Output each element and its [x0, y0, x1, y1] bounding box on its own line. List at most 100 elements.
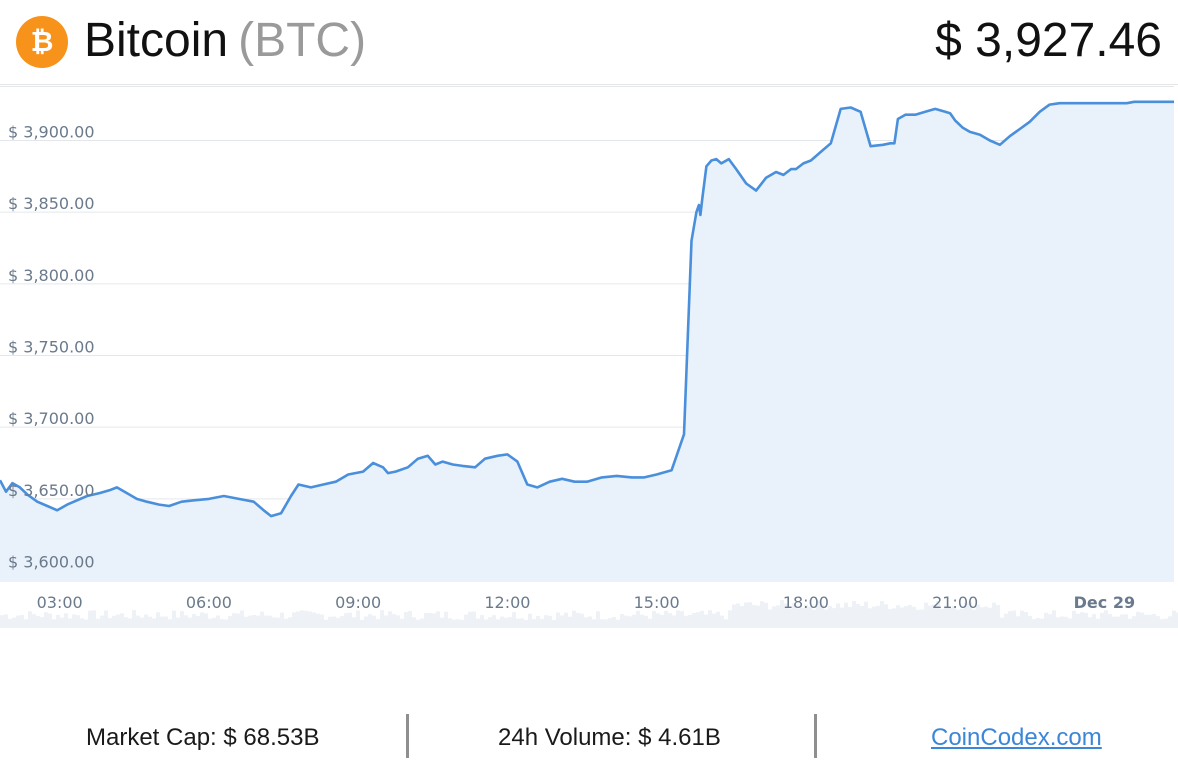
volume-bar — [292, 612, 296, 628]
volume-bar — [24, 619, 28, 628]
volume-bar — [580, 613, 584, 628]
volume-bar — [308, 611, 312, 628]
volume-bar — [88, 610, 92, 628]
volume-bar — [1152, 613, 1156, 628]
volume-bar — [596, 611, 600, 628]
volume-bar — [816, 600, 820, 628]
volume-bar — [52, 619, 56, 628]
volume-bar — [460, 619, 464, 628]
volume-bar — [360, 619, 364, 628]
volume-bar — [420, 618, 424, 628]
volume-bar — [604, 619, 608, 628]
volume-bar — [656, 613, 660, 628]
y-tick-label: $ 3,750.00 — [8, 338, 95, 357]
volume-bar — [828, 606, 832, 628]
volume-bar — [288, 617, 292, 628]
volume-bar — [20, 614, 24, 628]
volume-bar — [108, 618, 112, 628]
volume-bar — [904, 605, 908, 628]
volume-bar — [296, 611, 300, 628]
volume-bar — [1028, 615, 1032, 628]
volume-bar — [956, 609, 960, 628]
volume-bar — [244, 616, 248, 628]
volume-bar — [908, 604, 912, 628]
volume-bar — [616, 619, 620, 628]
volume-bar — [920, 609, 924, 628]
volume-bar — [100, 615, 104, 628]
volume-bar — [672, 615, 676, 628]
volume-bar — [1156, 616, 1160, 628]
volume-bar — [1120, 614, 1124, 628]
volume-bar — [1144, 614, 1148, 628]
volume-bar — [472, 611, 476, 628]
volume-bar — [240, 610, 244, 628]
volume-bar — [712, 613, 716, 628]
volume-bar — [724, 619, 728, 628]
volume-bar — [600, 619, 604, 628]
volume-bar — [1024, 611, 1028, 628]
volume-bar — [684, 615, 688, 628]
volume-bar — [676, 610, 680, 628]
price-chart[interactable]: $ 3,600.00 $ 3,650.00 $ 3,700.00 $ 3,750.00… — [0, 86, 1178, 632]
volume-bar — [840, 607, 844, 628]
volume-bar — [776, 605, 780, 628]
volume-bar — [304, 610, 308, 628]
volume-bar — [408, 611, 412, 628]
volume-bar — [800, 607, 804, 628]
volume-bar — [528, 613, 532, 628]
volume-bar — [432, 613, 436, 628]
volume-bar — [384, 615, 388, 628]
volume-bar — [1124, 614, 1128, 628]
volume-bar — [1056, 617, 1060, 628]
bitcoin-glyph: ₿ — [31, 25, 54, 58]
volume-bar — [1088, 617, 1092, 628]
volume-bar — [696, 612, 700, 628]
volume-bar — [932, 604, 936, 628]
volume-bar — [992, 602, 996, 628]
volume-bar — [180, 611, 184, 628]
volume-bar — [280, 612, 284, 628]
volume-bar — [128, 618, 132, 628]
price-area — [0, 101, 1174, 583]
volume-bar — [1132, 616, 1136, 628]
volume-bar — [12, 617, 16, 628]
volume-bar — [220, 619, 224, 628]
volume-bar — [136, 615, 140, 628]
volume-bar — [680, 611, 684, 628]
volume-bar — [268, 615, 272, 628]
volume-bar — [952, 606, 956, 628]
volume-bar — [4, 614, 8, 628]
volume-bar — [228, 615, 232, 628]
volume-bar — [1164, 618, 1168, 628]
volume-bar — [1100, 612, 1104, 628]
volume-bar — [848, 606, 852, 628]
volume-bar — [1052, 610, 1056, 628]
volume-bar — [688, 615, 692, 628]
volume-bar — [1032, 619, 1036, 628]
volume-bar — [764, 602, 768, 628]
volume-bar — [1000, 617, 1004, 628]
volume-bar — [980, 607, 984, 628]
volume-bar — [388, 611, 392, 628]
volume-bar — [436, 611, 440, 628]
x-tick-label: 03:00 — [37, 593, 83, 612]
coin-symbol: (BTC) — [238, 14, 367, 67]
volume-bar — [824, 609, 828, 628]
volume-bar — [1064, 616, 1068, 628]
volume-bar — [356, 610, 360, 628]
volume-bar — [208, 618, 212, 628]
volume-bar — [488, 617, 492, 628]
volume-bar — [428, 613, 432, 628]
volume-bar — [412, 617, 416, 628]
volume-bar — [988, 607, 992, 628]
volume-bar — [8, 618, 12, 628]
volume-bar — [1016, 616, 1020, 628]
volume-bar — [752, 604, 756, 628]
volume-bar — [328, 616, 332, 628]
volume-bar — [32, 614, 36, 628]
volume-bar — [68, 618, 72, 628]
coincodex-link[interactable]: CoinCodex.com — [931, 724, 1102, 751]
price-line — [0, 100, 1174, 518]
volume-bar — [156, 612, 160, 628]
coin-name: Bitcoin — [84, 14, 229, 67]
